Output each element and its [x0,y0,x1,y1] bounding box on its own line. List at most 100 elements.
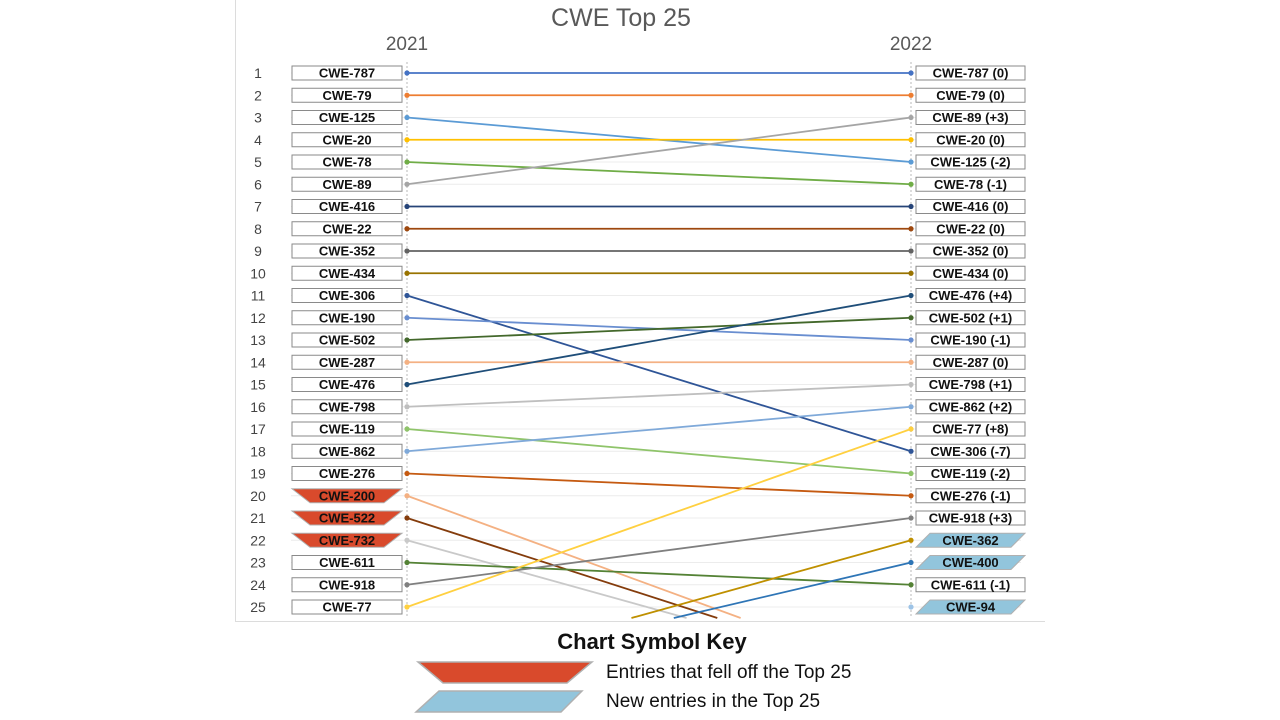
rank-label: 8 [254,221,262,237]
slope-chart: CWE-787 CWE-79 CWE-125 CWE-20 CWE-78 CWE-89 CW… [250,4,1027,619]
series-point [404,537,410,543]
rank-label: 7 [254,199,262,215]
series-point [908,92,914,98]
right-entry-label: CWE-400 [942,555,998,570]
label-box-right [915,332,1026,348]
series-point [908,159,914,165]
right-entry-label: CWE-611 (-1) [931,577,1010,592]
right-entry-label: CWE-352 (0) [933,244,1009,259]
rank-label: 10 [250,265,266,281]
right-entry-label: CWE-78 (-1) [934,177,1007,192]
rank-label: 14 [250,354,266,370]
label-box-right [915,243,1026,259]
rank-label: 4 [254,132,262,148]
series-point [908,515,914,521]
series-point [908,559,914,566]
label-box-right [915,466,1026,481]
right-entry-label: CWE-362 [942,533,998,548]
right-entry-label: CWE-434 (0) [933,266,1009,281]
label-box-right [915,265,1026,281]
series-point [908,381,914,388]
left-entry-label: CWE-22 [322,221,371,236]
year-label-left: 2021 [386,34,428,55]
label-box-right [915,221,1026,237]
label-box-right [915,176,1026,192]
left-entry-label: CWE-89 [322,177,371,192]
series-point [404,515,410,521]
series-point [404,493,410,499]
label-box-right [915,421,1026,437]
series-point [908,604,914,610]
left-entry-label: CWE-798 [319,399,375,414]
left-entry-label: CWE-732 [319,533,375,548]
right-entry-label: CWE-94 [946,600,996,615]
label-box-right [915,87,1026,103]
series-point [404,470,410,477]
series-point [908,270,914,276]
series-line [406,294,912,453]
series-line [406,116,912,186]
label-box-right [915,510,1026,526]
series-point [908,203,914,210]
fell-off-box [290,488,404,504]
label-box-right [915,199,1026,214]
rank-label: 11 [251,288,266,304]
right-entry-label: CWE-77 (+8) [932,422,1008,437]
label-box-left [291,555,403,570]
rank-label: 5 [254,154,262,170]
left-entry-label: CWE-20 [322,132,371,147]
left-entry-label: CWE-78 [322,155,371,170]
new-label: New entries in the Top 25 [606,691,820,712]
label-box-right [915,354,1026,370]
label-box-left [291,265,403,281]
label-box-right [915,310,1026,326]
left-entry-label: CWE-79 [322,88,371,103]
rank-label: 20 [250,488,266,504]
fell-off-box [290,532,404,548]
rank-label: 17 [250,421,266,437]
series-line [406,539,687,619]
fell-off-label: Entries that fell off the Top 25 [606,662,851,683]
rank-label: 22 [250,532,266,548]
left-entry-label: CWE-862 [319,444,375,459]
label-box-left [291,243,403,259]
rank-label: 25 [250,599,266,615]
right-entry-label: CWE-787 (0) [933,66,1009,81]
series-point [404,582,410,588]
label-box-left [291,132,403,148]
rank-label: 9 [254,243,262,259]
series-point [908,537,914,543]
label-box-right [915,377,1026,392]
label-box-right [915,577,1026,593]
series-point [404,181,410,187]
left-entry-label: CWE-502 [319,333,375,348]
label-box-left [291,421,403,437]
right-entry-label: CWE-918 (+3) [929,511,1012,526]
series-point [404,92,410,98]
fell-off-box [290,510,404,526]
series-line [406,517,912,586]
left-entry-label: CWE-476 [319,377,375,392]
series-line [406,316,912,341]
left-entry-label: CWE-434 [319,266,376,281]
right-entry-label: CWE-79 (0) [936,88,1005,103]
label-box-left [291,199,403,214]
series-point [404,448,410,454]
left-entry-label: CWE-190 [319,310,375,325]
series-point [404,226,410,232]
series-point [908,337,914,343]
left-entry-label: CWE-200 [319,488,375,503]
series-line [406,494,741,619]
label-box-right [915,488,1026,504]
label-box-left [291,154,403,170]
series-line [406,561,912,586]
series-line [406,472,912,497]
label-box-right [915,132,1026,148]
right-entry-label: CWE-862 (+2) [929,399,1012,414]
left-entry-label: CWE-611 [319,555,375,570]
fell-off-symbol [415,661,595,684]
label-box-right [915,399,1026,415]
rank-label: 12 [250,310,266,326]
label-box-left [291,577,403,593]
label-box-left [291,443,403,459]
